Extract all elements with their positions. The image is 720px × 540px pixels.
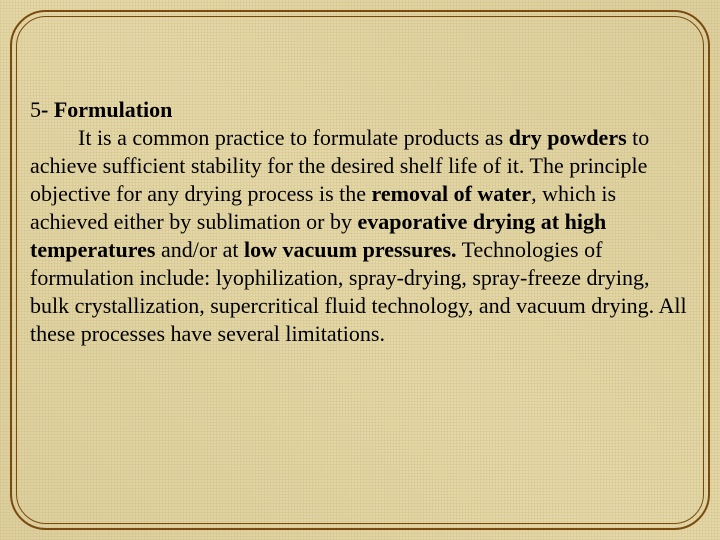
body-text-1: It is a common practice to formulate pro… — [78, 125, 509, 150]
slide-heading: 5- Formulation — [30, 96, 690, 124]
body-bold-4: low vacuum pressures. — [244, 237, 456, 262]
slide-body: It is a common practice to formulate pro… — [30, 124, 690, 348]
heading-number: 5 — [30, 97, 41, 122]
body-bold-2: removal of water — [372, 181, 532, 206]
heading-title: Formulation — [54, 97, 173, 122]
slide-content: 5- Formulation It is a common practice t… — [30, 96, 690, 347]
heading-dash: - — [41, 97, 54, 122]
body-text-4: and/or at — [161, 237, 244, 262]
body-bold-1: dry powders — [509, 125, 627, 150]
